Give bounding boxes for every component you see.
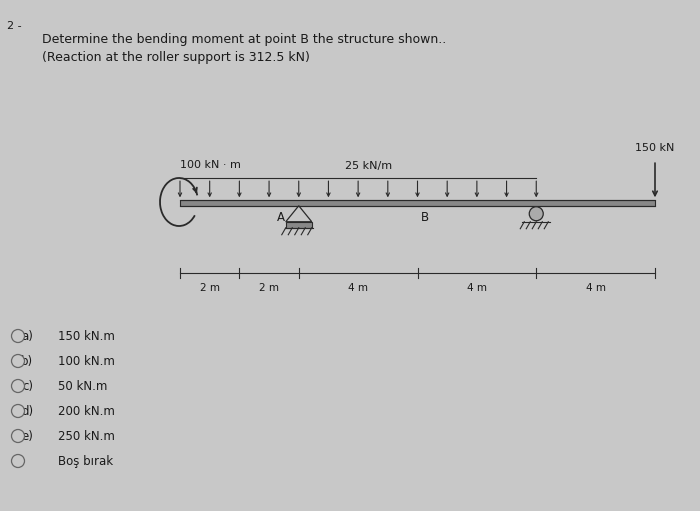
Text: B: B [421, 211, 428, 224]
Text: e): e) [21, 430, 33, 443]
Circle shape [529, 207, 543, 221]
Text: 4 m: 4 m [467, 283, 487, 293]
Text: 50 kN.m: 50 kN.m [58, 380, 107, 392]
Text: Determine the bending moment at point B the structure shown..: Determine the bending moment at point B … [42, 33, 447, 46]
Circle shape [11, 405, 25, 417]
Circle shape [11, 454, 25, 468]
Bar [286, 222, 312, 228]
Text: 4 m: 4 m [348, 283, 368, 293]
Text: 100 kN · m: 100 kN · m [180, 160, 241, 170]
Text: 150 kN: 150 kN [636, 143, 675, 153]
Text: 100 kN.m: 100 kN.m [58, 355, 115, 367]
Text: b): b) [21, 355, 33, 367]
Circle shape [11, 355, 25, 367]
Text: Boş bırak: Boş bırak [58, 454, 113, 468]
Bar [180, 200, 655, 206]
Text: (Reaction at the roller support is 312.5 kN): (Reaction at the roller support is 312.5… [42, 51, 310, 64]
Text: 200 kN.m: 200 kN.m [58, 405, 115, 417]
Text: 4 m: 4 m [586, 283, 606, 293]
Text: 250 kN.m: 250 kN.m [58, 430, 115, 443]
Text: c): c) [22, 380, 33, 392]
Text: 150 kN.m: 150 kN.m [58, 330, 115, 342]
Text: 2 m: 2 m [259, 283, 279, 293]
Text: a): a) [21, 330, 33, 342]
Circle shape [11, 430, 25, 443]
Text: A: A [276, 211, 285, 224]
Circle shape [11, 380, 25, 392]
Text: d): d) [21, 405, 33, 417]
Text: 2 m: 2 m [199, 283, 220, 293]
Text: 2 -: 2 - [7, 21, 22, 31]
Circle shape [11, 330, 25, 342]
Text: 25 kN/m: 25 kN/m [344, 161, 392, 171]
